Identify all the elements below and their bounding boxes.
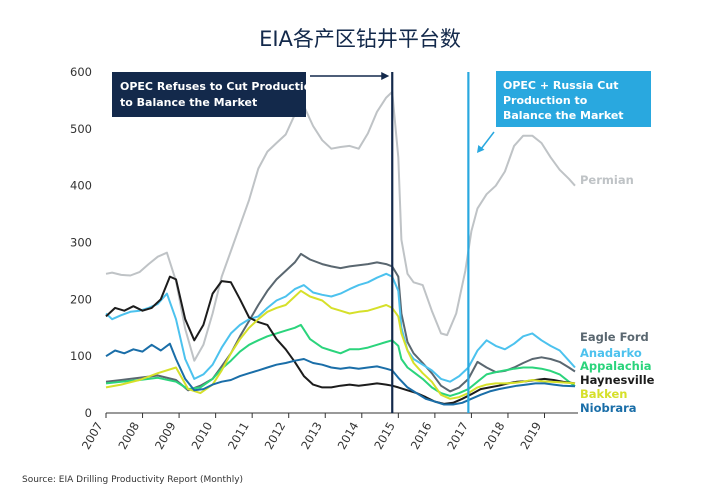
x-tick-label: 2011 bbox=[225, 420, 252, 452]
y-tick-label: 600 bbox=[70, 65, 92, 79]
y-tick-label: 0 bbox=[85, 406, 92, 420]
annotation-text-opec-refuses: to Balance the Market bbox=[120, 96, 257, 109]
series-group bbox=[105, 90, 576, 406]
annotation-box-opec-russia-cut bbox=[496, 71, 651, 127]
x-tick-label: 2015 bbox=[371, 420, 398, 452]
y-tick-label: 200 bbox=[70, 292, 92, 306]
series-label-eagle-ford: Eagle Ford bbox=[580, 330, 649, 344]
x-tick-label: 2010 bbox=[188, 420, 215, 452]
x-tick-label: 2012 bbox=[262, 420, 289, 452]
series-label-haynesville: Haynesville bbox=[580, 373, 655, 387]
series-label-bakken: Bakken bbox=[580, 387, 628, 401]
x-axis-ticks: 2007 2008 2009 2010 2011 2012 2013 2014 2015 2016… bbox=[79, 413, 546, 452]
annotation-text-opec-refuses: OPEC Refuses to Cut Production bbox=[120, 80, 319, 93]
chart-title: EIA各产区钻井平台数 bbox=[259, 27, 461, 51]
annotation-arrow-opec-russia-cut bbox=[480, 131, 495, 150]
series-line-permian bbox=[105, 90, 576, 362]
series-labels: Permian Eagle Ford AnadarkoAppalachiaHayne… bbox=[580, 173, 655, 415]
series-line-haynesville bbox=[105, 275, 576, 405]
arrow-head-icon bbox=[381, 72, 390, 80]
annotation-text-opec-russia-cut: Production to bbox=[503, 94, 588, 107]
x-tick-label: 2009 bbox=[152, 420, 179, 452]
annotations: OPEC Refuses to Cut Production to Balance… bbox=[112, 71, 651, 153]
y-tick-label: 400 bbox=[70, 179, 92, 193]
annotation-text-opec-russia-cut: OPEC + Russia Cut bbox=[503, 79, 618, 92]
x-tick-label: 2007 bbox=[79, 420, 106, 452]
series-line-anadarko bbox=[105, 272, 576, 383]
series-label-anadarko: Anadarko bbox=[580, 346, 642, 360]
series-label-permian: Permian bbox=[580, 173, 634, 187]
annotation-box-opec-refuses bbox=[112, 72, 306, 117]
series-line-bakken bbox=[105, 289, 576, 400]
series-label-niobrara: Niobrara bbox=[580, 401, 637, 415]
arrow-head-icon bbox=[477, 145, 485, 153]
series-line-niobrara bbox=[105, 342, 576, 406]
x-tick-label: 2008 bbox=[115, 420, 142, 452]
annotation-text-opec-russia-cut: Balance the Market bbox=[503, 109, 624, 122]
source-note: Source: EIA Drilling Productivity Report… bbox=[22, 475, 243, 485]
x-tick-label: 2014 bbox=[335, 420, 362, 452]
y-tick-label: 100 bbox=[70, 349, 92, 363]
x-tick-label: 2019 bbox=[517, 420, 544, 452]
x-tick-label: 2018 bbox=[481, 420, 508, 452]
y-axis-ticks: 0 100 200 300 400 500 600 bbox=[70, 65, 92, 420]
x-tick-label: 2017 bbox=[444, 420, 471, 452]
y-tick-label: 300 bbox=[70, 236, 92, 250]
x-tick-label: 2013 bbox=[298, 420, 325, 452]
series-label-appalachia: Appalachia bbox=[580, 359, 652, 373]
event-lines bbox=[391, 72, 470, 413]
y-tick-label: 500 bbox=[70, 122, 92, 136]
x-tick-label: 2016 bbox=[408, 420, 435, 452]
